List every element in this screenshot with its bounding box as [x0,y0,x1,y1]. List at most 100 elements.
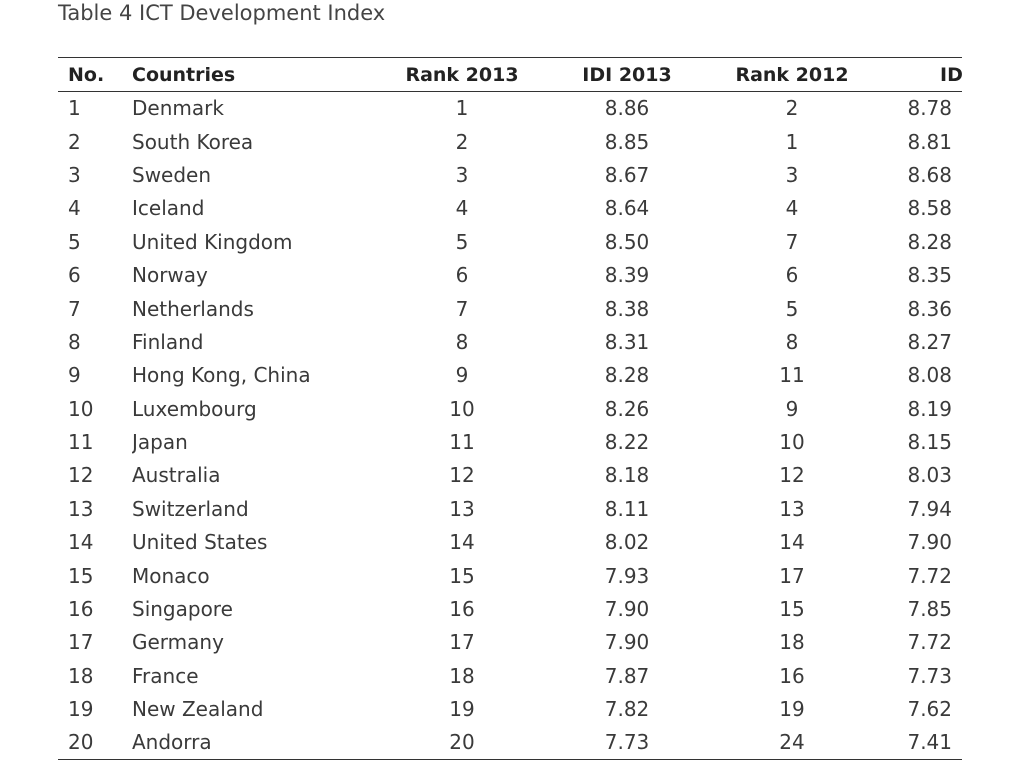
cell-no: 12 [68,463,94,488]
cell-rank-2013: 1 [455,96,469,121]
cell-no: 11 [68,430,94,455]
cell-idi-2012: 8.78 [907,96,952,121]
cell-rank-2012: 7 [785,229,799,254]
cell-no: 8 [68,329,81,354]
cell-idi-2013: 7.73 [542,725,712,760]
ict-index-table: No. Countries Rank 2013 IDI 2013 Rank 20… [58,57,962,760]
cell-idi-2012: 8.27 [907,329,952,354]
table-row: 6 Norway 6 8.39 6 8.35 [58,258,962,291]
cell-country: Hong Kong, China [132,363,311,388]
table-row: 17 Germany 17 7.90 18 7.72 [58,626,962,659]
cell-idi-2013: 7.87 [604,663,650,688]
cell-country: Monaco [132,563,210,588]
cell-rank-2012: 24 [712,725,872,760]
cell-idi-2012: 8.81 [907,129,952,154]
cell-rank-2013: 13 [449,496,475,521]
cell-idi-2012: 8.03 [907,463,952,488]
cell-idi-2012: 7.73 [907,663,952,688]
cell-rank-2013: 11 [449,430,475,455]
table-row: 8 Finland 8 8.31 8 8.27 [58,325,962,358]
cell-rank-2013: 15 [449,563,475,588]
cell-idi-2012: 7.72 [907,630,952,655]
cell-idi-2012: 8.58 [907,196,952,221]
cell-country: South Korea [132,129,254,154]
cell-rank-2013: 4 [455,196,469,221]
table-row: 19 New Zealand 19 7.82 19 7.62 [58,693,962,726]
table-row: 20 Andorra 20 7.73 24 7.41 [58,725,962,760]
table-row: 11 Japan 11 8.22 10 8.15 [58,425,962,458]
cell-country: Norway [132,263,208,288]
header-no: No. [58,57,132,92]
cell-no: 4 [68,196,81,221]
cell-no: 7 [68,296,81,321]
cell-rank-2012: 3 [785,162,799,187]
cell-rank-2013: 3 [455,162,469,187]
cell-idi-2013: 8.26 [604,396,650,421]
cell-idi-2012: 8.28 [907,229,952,254]
cell-rank-2013: 20 [382,725,542,760]
table-row: 15 Monaco 15 7.93 17 7.72 [58,559,962,592]
cell-idi-2013: 8.64 [604,196,650,221]
cell-rank-2012: 16 [779,663,805,688]
cell-no: 15 [68,563,94,588]
header-rank-2012: Rank 2012 [712,57,872,92]
table-row: 5 United Kingdom 5 8.50 7 8.28 [58,225,962,258]
cell-rank-2013: 12 [449,463,475,488]
cell-rank-2012: 2 [785,96,799,121]
cell-no: 2 [68,129,81,154]
cell-rank-2012: 10 [779,430,805,455]
cell-idi-2012: 7.94 [907,496,952,521]
cell-rank-2013: 17 [449,630,475,655]
cell-no: 6 [68,263,81,288]
cell-no: 19 [68,697,94,722]
cell-rank-2012: 19 [779,697,805,722]
table-row: 3 Sweden 3 8.67 3 8.68 [58,158,962,191]
cell-idi-2012: 8.19 [907,396,952,421]
ict-index-table-container: No. Countries Rank 2013 IDI 2013 Rank 20… [58,57,962,763]
cell-country: Denmark [132,96,224,121]
cell-country: United Kingdom [132,229,293,254]
cell-country: Finland [132,329,204,354]
cell-country: Singapore [132,597,233,622]
cell-idi-2012: 7.72 [907,563,952,588]
table-row: 10 Luxembourg 10 8.26 9 8.19 [58,392,962,425]
cell-rank-2013: 18 [449,663,475,688]
cell-no: 10 [68,396,94,421]
cell-rank-2013: 10 [449,396,475,421]
table-row: 12 Australia 12 8.18 12 8.03 [58,459,962,492]
table-row: 13 Switzerland 13 8.11 13 7.94 [58,492,962,525]
cell-country: France [132,663,199,688]
cell-idi-2012: 7.62 [907,697,952,722]
cell-idi-2013: 8.18 [604,463,650,488]
cell-country: Switzerland [132,496,249,521]
header-rank-2013: Rank 2013 [382,57,542,92]
header-row: No. Countries Rank 2013 IDI 2013 Rank 20… [58,57,962,92]
cell-idi-2012: 8.15 [907,430,952,455]
cell-country: Sweden [132,162,212,187]
cell-idi-2013: 8.11 [604,496,650,521]
cell-no: 9 [68,363,81,388]
table-row: 7 Netherlands 7 8.38 5 8.36 [58,292,962,325]
cell-country: Luxembourg [132,396,257,421]
cell-rank-2012: 1 [785,129,799,154]
cell-idi-2013: 7.93 [604,563,650,588]
cell-idi-2013: 7.82 [604,697,650,722]
cell-idi-2012: 8.35 [907,263,952,288]
cell-rank-2013: 14 [449,530,475,555]
cell-idi-2013: 8.22 [604,430,650,455]
table-row: 14 United States 14 8.02 14 7.90 [58,526,962,559]
cell-no: 13 [68,496,94,521]
cell-rank-2012: 11 [779,363,805,388]
cell-idi-2013: 8.67 [604,162,650,187]
cell-rank-2012: 4 [785,196,799,221]
cell-no: 20 [58,725,132,760]
cell-country: Andorra [132,725,382,760]
cell-country: Australia [132,463,221,488]
table-row: 18 France 18 7.87 16 7.73 [58,659,962,692]
cell-idi-2013: 8.28 [604,363,650,388]
cell-rank-2012: 9 [785,396,799,421]
table-row: 4 Iceland 4 8.64 4 8.58 [58,192,962,225]
header-countries: Countries [132,57,382,92]
cell-rank-2013: 6 [455,263,469,288]
cell-country: United States [132,530,268,555]
